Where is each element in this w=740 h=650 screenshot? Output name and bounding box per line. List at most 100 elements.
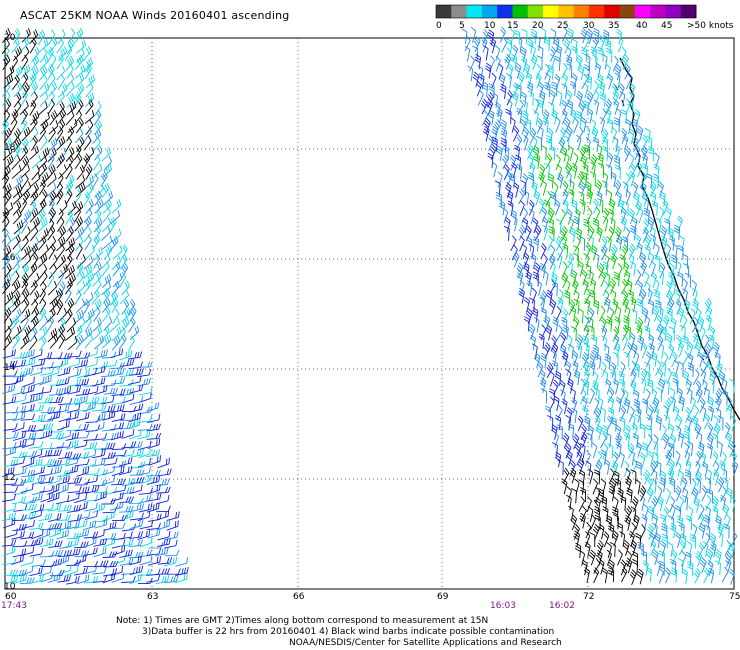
wind-barb xyxy=(85,396,100,404)
wind-barb xyxy=(613,154,620,171)
wind-barb xyxy=(705,343,712,360)
wind-barb xyxy=(677,271,684,287)
wind-barb xyxy=(12,523,27,532)
wind-barb xyxy=(64,287,72,304)
wind-barb xyxy=(147,547,162,556)
wind-barb xyxy=(607,522,615,539)
wind-barb xyxy=(21,519,35,530)
wind-barb xyxy=(30,225,39,242)
wind-barb xyxy=(687,362,694,378)
wind-barb xyxy=(501,37,508,53)
wind-barb xyxy=(83,292,94,307)
wind-barb xyxy=(650,271,657,288)
wind-barb xyxy=(581,396,588,412)
wind-barb xyxy=(531,287,537,304)
lat-label: 12 xyxy=(4,473,16,483)
wind-barb xyxy=(543,270,549,286)
wind-barb xyxy=(147,513,162,522)
wind-barb xyxy=(569,226,576,243)
wind-barb xyxy=(29,243,39,259)
wind-barb xyxy=(3,307,12,323)
wind-barb xyxy=(30,348,43,360)
wind-barb xyxy=(507,99,513,115)
wind-barb xyxy=(48,120,59,135)
wind-barb xyxy=(700,405,707,422)
wind-barb xyxy=(1,28,11,43)
wind-barb xyxy=(128,317,136,333)
wind-barb xyxy=(689,533,696,549)
wind-barb xyxy=(101,511,116,522)
wind-barb xyxy=(581,352,589,368)
wind-barb xyxy=(512,125,520,142)
time-label: 16:03 xyxy=(490,601,516,611)
wind-barb xyxy=(668,235,675,251)
wind-barb xyxy=(56,236,66,252)
wind-barb xyxy=(613,470,620,486)
wind-barb xyxy=(83,298,90,315)
wind-barb xyxy=(682,278,688,295)
wind-barb xyxy=(670,279,677,296)
wind-barb xyxy=(533,352,541,369)
wind-barb xyxy=(579,235,586,251)
wind-barb xyxy=(20,118,28,134)
wind-barb xyxy=(3,377,19,386)
wind-barb xyxy=(40,406,56,414)
wind-barb xyxy=(583,342,590,359)
wind-barb xyxy=(66,101,77,116)
wind-barb xyxy=(687,440,694,457)
wind-barb xyxy=(157,468,172,477)
wind-barb xyxy=(58,108,67,124)
wind-barb xyxy=(629,253,635,270)
wind-barb xyxy=(675,531,682,548)
wind-barb xyxy=(635,460,642,476)
wind-barb xyxy=(66,424,82,432)
wind-barb xyxy=(12,243,22,259)
wind-barb xyxy=(508,172,516,188)
wind-barb xyxy=(554,370,562,386)
wind-barb xyxy=(47,459,62,467)
wind-barb xyxy=(585,125,591,142)
wind-barb xyxy=(615,234,623,251)
wind-barb xyxy=(527,90,534,106)
wind-barb xyxy=(129,512,144,521)
wind-barb xyxy=(156,510,170,521)
wind-barb xyxy=(698,522,706,539)
wind-barb xyxy=(570,326,577,342)
wind-barb xyxy=(702,541,709,557)
wind-barb xyxy=(662,433,670,450)
legend-swatch xyxy=(604,5,621,18)
wind-barb xyxy=(146,423,161,432)
wind-barb xyxy=(692,287,698,304)
wind-barb xyxy=(559,343,567,360)
wind-barb xyxy=(91,173,99,190)
wind-barb xyxy=(20,531,35,540)
wind-barb xyxy=(92,575,108,583)
wind-barb xyxy=(687,560,694,576)
wind-barb xyxy=(602,29,610,45)
wind-barb xyxy=(101,281,111,296)
wind-barb xyxy=(121,307,131,323)
wind-barb xyxy=(31,358,46,367)
wind-barb xyxy=(605,378,612,395)
wind-barb xyxy=(93,100,102,117)
wind-barb xyxy=(709,325,716,342)
wind-barb xyxy=(560,332,567,349)
wind-barb xyxy=(93,246,103,261)
legend-swatch xyxy=(466,5,483,18)
wind-barb xyxy=(30,307,40,323)
wind-barb xyxy=(164,575,179,584)
wind-barb xyxy=(609,541,616,558)
wind-barb xyxy=(500,119,507,135)
wind-barb xyxy=(588,325,595,341)
wind-barb xyxy=(546,362,554,379)
wind-barb xyxy=(467,65,474,81)
wind-barb xyxy=(21,278,29,295)
wind-barb xyxy=(495,191,502,207)
wind-barb xyxy=(529,208,535,225)
wind-barb xyxy=(530,253,537,269)
wind-barb xyxy=(586,28,593,45)
wind-barb xyxy=(110,404,125,414)
wind-barb xyxy=(551,342,559,359)
wind-barb xyxy=(21,28,31,43)
wind-barb xyxy=(576,343,583,359)
